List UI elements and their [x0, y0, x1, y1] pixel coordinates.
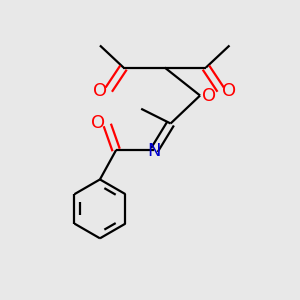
- Text: O: O: [92, 114, 106, 132]
- Text: N: N: [147, 142, 160, 160]
- Text: O: O: [222, 82, 236, 100]
- Text: O: O: [202, 86, 216, 104]
- Text: O: O: [94, 82, 108, 100]
